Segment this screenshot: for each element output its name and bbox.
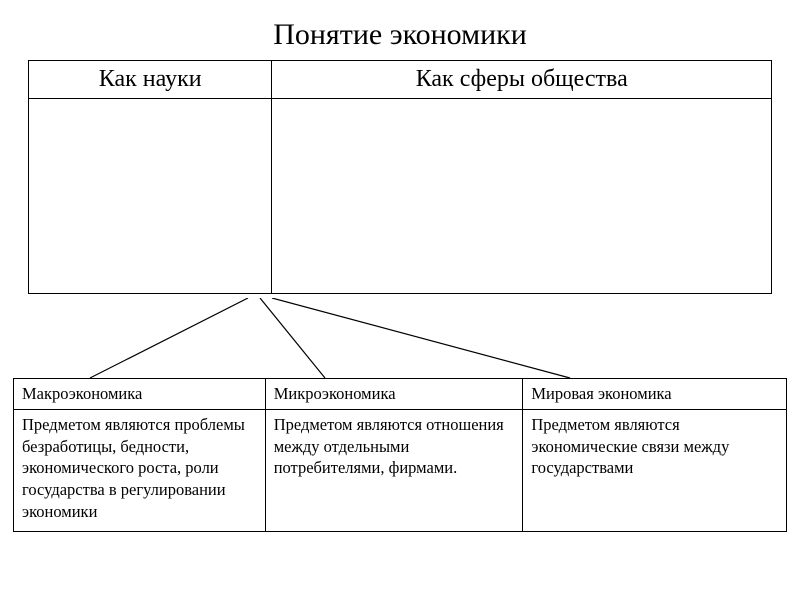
top-table-header-row: Как науки Как сферы общества: [29, 61, 772, 99]
bottom-cell-macro: Предметом являются проблемы безработицы,…: [14, 409, 266, 531]
page-title: Понятие экономики: [0, 0, 800, 62]
bottom-header-micro: Микроэкономика: [265, 379, 523, 410]
top-header-society: Как сферы общества: [272, 61, 772, 99]
top-header-science: Как науки: [29, 61, 272, 99]
top-table-body-row: [29, 99, 772, 294]
top-table: Как науки Как сферы общества: [28, 60, 772, 294]
top-cell-science: [29, 99, 272, 294]
connector-edge: [272, 298, 570, 378]
bottom-cell-micro: Предметом являются отношения между отдел…: [265, 409, 523, 531]
bottom-table: Макроэкономика Микроэкономика Мировая эк…: [13, 378, 787, 532]
bottom-table-body-row: Предметом являются проблемы безработицы,…: [14, 409, 787, 531]
top-cell-society: [272, 99, 772, 294]
connector-edge: [90, 298, 248, 378]
bottom-header-world: Мировая экономика: [523, 379, 787, 410]
bottom-cell-world: Предметом являются экономические связи м…: [523, 409, 787, 531]
bottom-header-macro: Макроэкономика: [14, 379, 266, 410]
bottom-table-header-row: Макроэкономика Микроэкономика Мировая эк…: [14, 379, 787, 410]
